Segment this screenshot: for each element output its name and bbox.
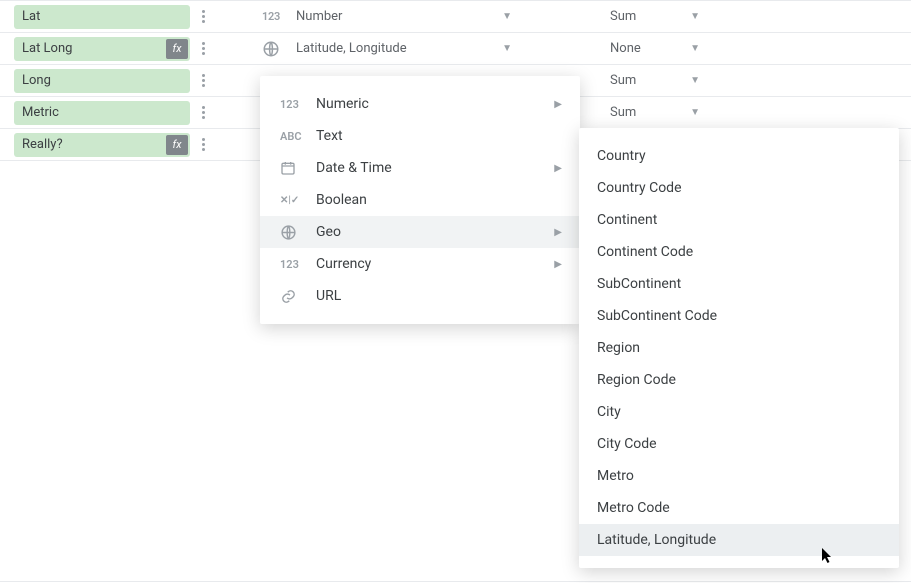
fx-badge: fx: [166, 135, 188, 155]
submenu-item-country-code[interactable]: Country Code: [579, 172, 899, 204]
menu-item-label: Numeric: [306, 96, 369, 112]
kebab-menu-icon[interactable]: [196, 106, 210, 119]
field-pill-really[interactable]: Really? fx: [14, 133, 190, 157]
submenu-item-city-code[interactable]: City Code: [579, 428, 899, 460]
field-pill-latlong[interactable]: Lat Long fx: [14, 37, 190, 61]
menu-item-text[interactable]: ABC Text: [260, 120, 580, 152]
menu-item-url[interactable]: URL: [260, 280, 580, 312]
link-icon: [280, 288, 306, 305]
globe-icon: [260, 40, 282, 58]
calendar-icon: [280, 160, 306, 176]
field-cell: Lat: [0, 5, 210, 29]
type-label: Number: [282, 9, 342, 24]
aggregation-cell[interactable]: None ▼: [530, 41, 730, 56]
field-cell: Long: [0, 69, 210, 93]
chevron-down-icon: ▼: [690, 75, 700, 86]
submenu-item-metro[interactable]: Metro: [579, 460, 899, 492]
menu-item-label: Boolean: [306, 192, 367, 208]
menu-item-label: Geo: [306, 224, 341, 240]
submenu-item-continent-code[interactable]: Continent Code: [579, 236, 899, 268]
type-dropdown-menu: 123 Numeric ▶ ABC Text Date & Time ▶ ✕|✓…: [260, 76, 580, 324]
submenu-item-continent[interactable]: Continent: [579, 204, 899, 236]
field-cell: Lat Long fx: [0, 37, 210, 61]
divider: [0, 581, 911, 582]
chevron-right-icon: ▶: [554, 259, 562, 270]
submenu-item-country[interactable]: Country: [579, 140, 899, 172]
menu-item-geo[interactable]: Geo ▶: [260, 216, 580, 248]
field-row: Lat 123 Number ▼ Sum ▼: [0, 1, 911, 33]
field-name: Lat Long: [22, 41, 72, 56]
kebab-menu-icon[interactable]: [196, 138, 210, 151]
field-pill-long[interactable]: Long: [14, 69, 190, 93]
number-type-icon: 123: [260, 10, 282, 23]
field-pill-lat[interactable]: Lat: [14, 5, 190, 29]
submenu-item-subcontinent[interactable]: SubContinent: [579, 268, 899, 300]
menu-item-currency[interactable]: 123 Currency ▶: [260, 248, 580, 280]
chevron-down-icon: ▼: [690, 43, 700, 54]
chevron-down-icon: ▼: [690, 107, 700, 118]
aggregation-label: None: [610, 41, 641, 56]
aggregation-label: Sum: [610, 9, 636, 24]
fx-badge: fx: [166, 39, 188, 59]
chevron-right-icon: ▶: [554, 163, 562, 174]
number-type-icon: 123: [280, 98, 306, 111]
menu-item-numeric[interactable]: 123 Numeric ▶: [260, 88, 580, 120]
submenu-item-subcontinent-code[interactable]: SubContinent Code: [579, 300, 899, 332]
field-cell: Metric: [0, 101, 210, 125]
kebab-menu-icon[interactable]: [196, 74, 210, 87]
field-name: Really?: [22, 137, 63, 152]
menu-item-label: Text: [306, 128, 343, 144]
type-cell[interactable]: Latitude, Longitude ▼: [210, 40, 530, 58]
aggregation-label: Sum: [610, 73, 636, 88]
chevron-right-icon: ▶: [554, 99, 562, 110]
field-name: Long: [22, 73, 51, 88]
menu-item-label: URL: [306, 288, 341, 304]
aggregation-label: Sum: [610, 105, 636, 120]
type-label: Latitude, Longitude: [282, 41, 407, 56]
chevron-down-icon: ▼: [502, 43, 512, 54]
menu-item-datetime[interactable]: Date & Time ▶: [260, 152, 580, 184]
field-name: Metric: [22, 105, 59, 120]
menu-item-label: Currency: [306, 256, 371, 272]
number-type-icon: 123: [280, 258, 306, 271]
submenu-item-metro-code[interactable]: Metro Code: [579, 492, 899, 524]
geo-submenu: Country Country Code Continent Continent…: [579, 128, 899, 568]
field-row: Lat Long fx Latitude, Longitude ▼ None ▼: [0, 33, 911, 65]
chevron-down-icon: ▼: [690, 11, 700, 22]
menu-item-label: Date & Time: [306, 160, 392, 176]
boolean-icon: ✕|✓: [280, 195, 306, 206]
submenu-item-region[interactable]: Region: [579, 332, 899, 364]
submenu-item-city[interactable]: City: [579, 396, 899, 428]
submenu-item-latlong[interactable]: Latitude, Longitude: [579, 524, 899, 556]
type-cell[interactable]: 123 Number ▼: [210, 9, 530, 24]
text-type-icon: ABC: [280, 130, 306, 143]
menu-item-boolean[interactable]: ✕|✓ Boolean: [260, 184, 580, 216]
field-name: Lat: [22, 9, 40, 24]
field-pill-metric[interactable]: Metric: [14, 101, 190, 125]
field-cell: Really? fx: [0, 133, 210, 157]
submenu-item-region-code[interactable]: Region Code: [579, 364, 899, 396]
kebab-menu-icon[interactable]: [196, 10, 210, 23]
kebab-menu-icon[interactable]: [196, 42, 210, 55]
chevron-down-icon: ▼: [502, 11, 512, 22]
globe-icon: [280, 224, 306, 241]
aggregation-cell[interactable]: Sum ▼: [530, 9, 730, 24]
chevron-right-icon: ▶: [554, 227, 562, 238]
